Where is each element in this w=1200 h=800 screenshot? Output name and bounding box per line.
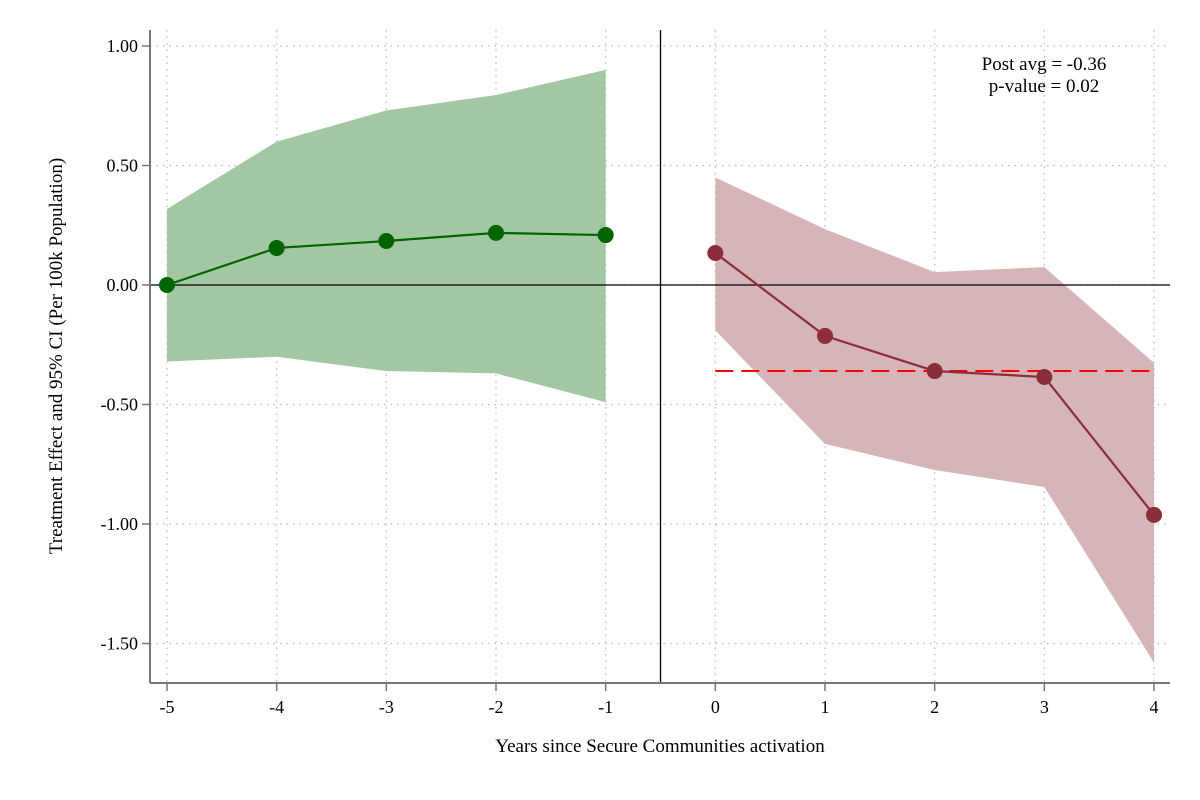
x-axis-label: Years since Secure Communities activatio… <box>495 736 825 757</box>
y-tick-label: -1.50 <box>101 634 139 654</box>
series-lines <box>159 224 1162 523</box>
data-point-pre <box>597 227 614 244</box>
data-point-pre <box>159 277 175 293</box>
x-tick-label: -3 <box>379 697 394 717</box>
ci-band-post <box>715 177 1154 663</box>
x-tick-label: -4 <box>269 697 284 717</box>
data-point-post <box>1036 369 1053 386</box>
y-tick-label: 1.00 <box>107 36 139 56</box>
data-point-pre <box>268 239 285 256</box>
data-point-pre <box>488 224 504 241</box>
y-tick-label: -1.00 <box>101 514 139 534</box>
data-point-post <box>817 327 833 344</box>
x-tick-label: 3 <box>1040 697 1049 717</box>
x-tick-label: 2 <box>930 697 939 717</box>
x-tick-label: -5 <box>160 697 175 717</box>
axes: -5 -4 -3 -2 -1 0 1 2 3 4 1.00 0.50 0.00 -0.50 -1.00 -1.… <box>101 30 1170 717</box>
data-point-post <box>1146 506 1162 523</box>
y-axis-label: Treatment Effect and 95% CI (Per 100k Po… <box>46 158 67 554</box>
annotation-post-avg: Post avg = -0.36 <box>982 54 1107 75</box>
x-tick-label: 0 <box>711 697 720 717</box>
annotation-p-value: p-value = 0.02 <box>989 76 1099 97</box>
y-tick-label: 0.00 <box>107 275 139 295</box>
y-tick-label: 0.50 <box>107 156 139 176</box>
x-tick-label: -1 <box>598 697 613 717</box>
y-tick-label: -0.50 <box>101 395 139 415</box>
x-tick-label: 1 <box>821 697 830 717</box>
data-point-pre <box>378 233 395 250</box>
x-tick-label: 4 <box>1150 697 1159 717</box>
x-tick-label: -2 <box>489 697 504 717</box>
data-point-post <box>707 244 724 261</box>
data-point-post <box>926 363 943 380</box>
